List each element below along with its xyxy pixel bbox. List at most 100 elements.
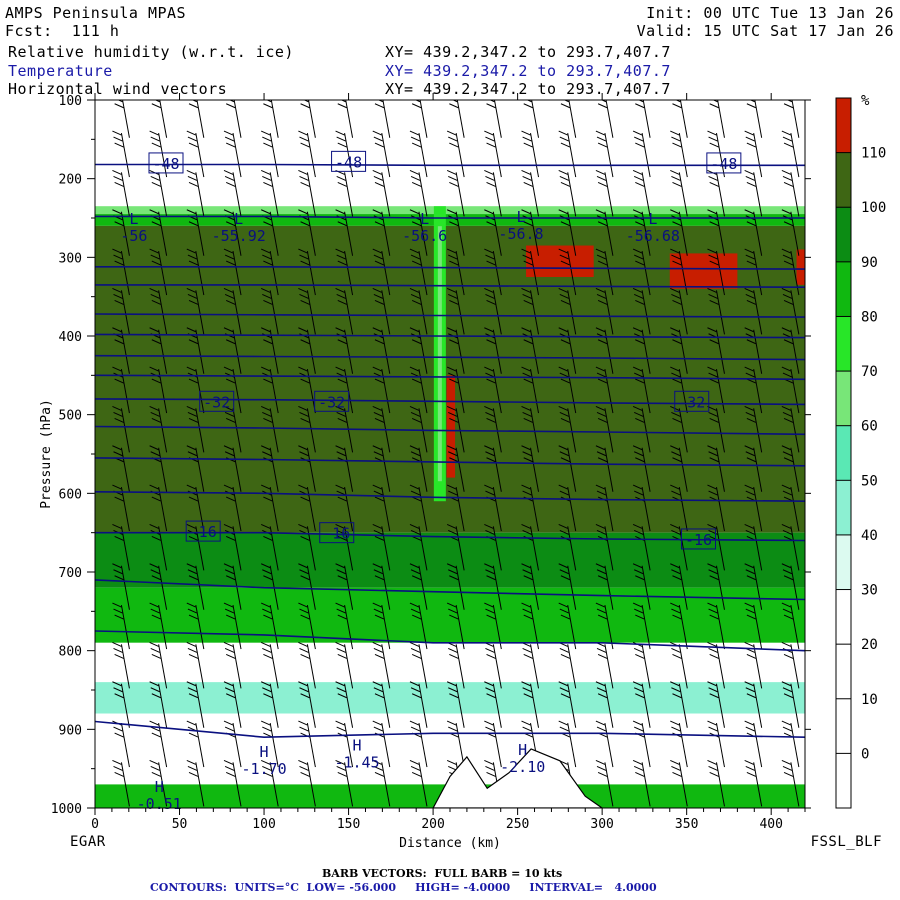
wind-barb-flag — [300, 496, 310, 502]
wind-barb-flag — [186, 445, 197, 451]
x-tick-label: 100 — [252, 817, 275, 832]
wind-barb-flag — [113, 451, 123, 457]
wind-barb — [269, 408, 279, 453]
wind-barb-flag — [670, 366, 680, 372]
wind-barb — [195, 172, 205, 217]
wind-barb-flag — [744, 602, 754, 608]
wind-barb-flag — [446, 405, 457, 411]
temperature-contour — [95, 215, 805, 219]
wind-barb — [678, 172, 688, 217]
wind-barb-flag — [191, 100, 198, 103]
wind-barb — [679, 100, 688, 138]
wind-barb — [269, 486, 279, 532]
wind-barb — [232, 486, 242, 532]
wind-barb-flag — [596, 92, 605, 96]
wind-barb — [530, 290, 540, 335]
wind-barb-flag — [409, 287, 420, 293]
wind-barb-flag — [337, 771, 347, 777]
wind-barb-flag — [670, 445, 680, 451]
wind-barb-flag — [558, 563, 568, 569]
wind-barb — [604, 368, 614, 414]
wind-barb-flag — [707, 327, 717, 333]
wind-barb-flag — [263, 614, 273, 620]
wind-barb-flag — [746, 299, 757, 305]
wind-barb — [344, 132, 354, 178]
wind-barb — [306, 683, 316, 728]
wind-barb-flag — [374, 496, 385, 502]
wind-barb-flag — [523, 693, 533, 699]
wind-barb-flag — [372, 484, 382, 490]
wind-barb-flag — [709, 260, 719, 266]
wind-barb — [232, 683, 242, 728]
wind-barb-flag — [410, 490, 421, 496]
wind-barb — [678, 722, 688, 768]
wind-barb-flag — [186, 602, 197, 608]
wind-barb-flag — [745, 490, 755, 496]
rh-layer — [95, 214, 805, 226]
wind-barb-flag — [485, 490, 495, 496]
wind-barb-flag — [149, 484, 159, 490]
contour-label: -16 — [323, 525, 350, 543]
wind-barb-flag — [299, 765, 309, 771]
wind-barb-flag — [632, 327, 643, 333]
wind-barb-flag — [260, 445, 271, 451]
wind-barb — [641, 644, 651, 689]
wind-barb-flag — [150, 451, 160, 457]
wind-barb-flag — [671, 372, 681, 378]
wind-barb-flag — [708, 293, 718, 299]
wind-barb-flag — [558, 484, 568, 490]
wind-barb-flag — [712, 100, 718, 103]
wind-barb-flag — [781, 602, 792, 608]
wind-barb-flag — [782, 92, 791, 96]
wind-barb-flag — [223, 445, 234, 451]
wind-barb — [604, 722, 614, 768]
wind-barb-flag — [595, 366, 606, 372]
wind-barb-flag — [522, 175, 532, 181]
wind-barb-flag — [558, 602, 568, 608]
wind-barb-flag — [114, 181, 124, 187]
wind-barb-flag — [521, 130, 531, 136]
wind-barb-flag — [299, 175, 309, 181]
wind-barb — [306, 250, 316, 296]
wind-barb-flag — [151, 417, 162, 423]
wind-barb-flag — [223, 130, 234, 136]
wind-barb — [306, 329, 316, 374]
wind-barb-flag — [709, 575, 719, 581]
wind-barb-flag — [187, 411, 198, 417]
wind-barb-flag — [337, 142, 347, 148]
wind-barb — [715, 565, 725, 610]
wind-barb — [269, 683, 279, 728]
wind-barb-flag — [560, 181, 571, 187]
wind-barb-flag — [300, 771, 310, 777]
wind-barb-flag — [374, 299, 385, 305]
wind-barb — [455, 683, 465, 728]
wind-barb-flag — [300, 653, 310, 659]
wind-barb-flag — [188, 221, 199, 227]
wind-barb — [641, 486, 651, 532]
terrain-profile — [432, 748, 604, 808]
wind-barb — [120, 486, 130, 532]
wind-barb — [530, 604, 540, 650]
wind-barb-flag — [298, 445, 308, 451]
wind-barb-flag — [485, 254, 495, 260]
wind-barb-flag — [486, 142, 496, 148]
wind-barb-flag — [632, 287, 643, 293]
wind-barb-flag — [485, 608, 495, 614]
wind-barb-flag — [558, 287, 568, 293]
wind-barb — [158, 644, 168, 689]
wind-barb-flag — [300, 339, 310, 345]
wind-barb-flag — [337, 299, 347, 305]
contour-label: -16 — [685, 531, 712, 549]
wind-barb-flag — [372, 405, 382, 411]
wind-barb-flag — [225, 103, 236, 109]
wind-barb — [306, 722, 316, 768]
wind-barb-flag — [410, 647, 421, 653]
x-tick-label: 50 — [172, 817, 188, 832]
colorbar-swatch — [836, 207, 851, 262]
wind-barb-flag — [709, 142, 719, 148]
wind-barb-flag — [781, 405, 792, 411]
wind-barb-flag — [708, 254, 718, 260]
wind-barb-flag — [783, 221, 794, 227]
wind-barb-flag — [335, 484, 345, 490]
wind-barb-flag — [336, 293, 346, 299]
